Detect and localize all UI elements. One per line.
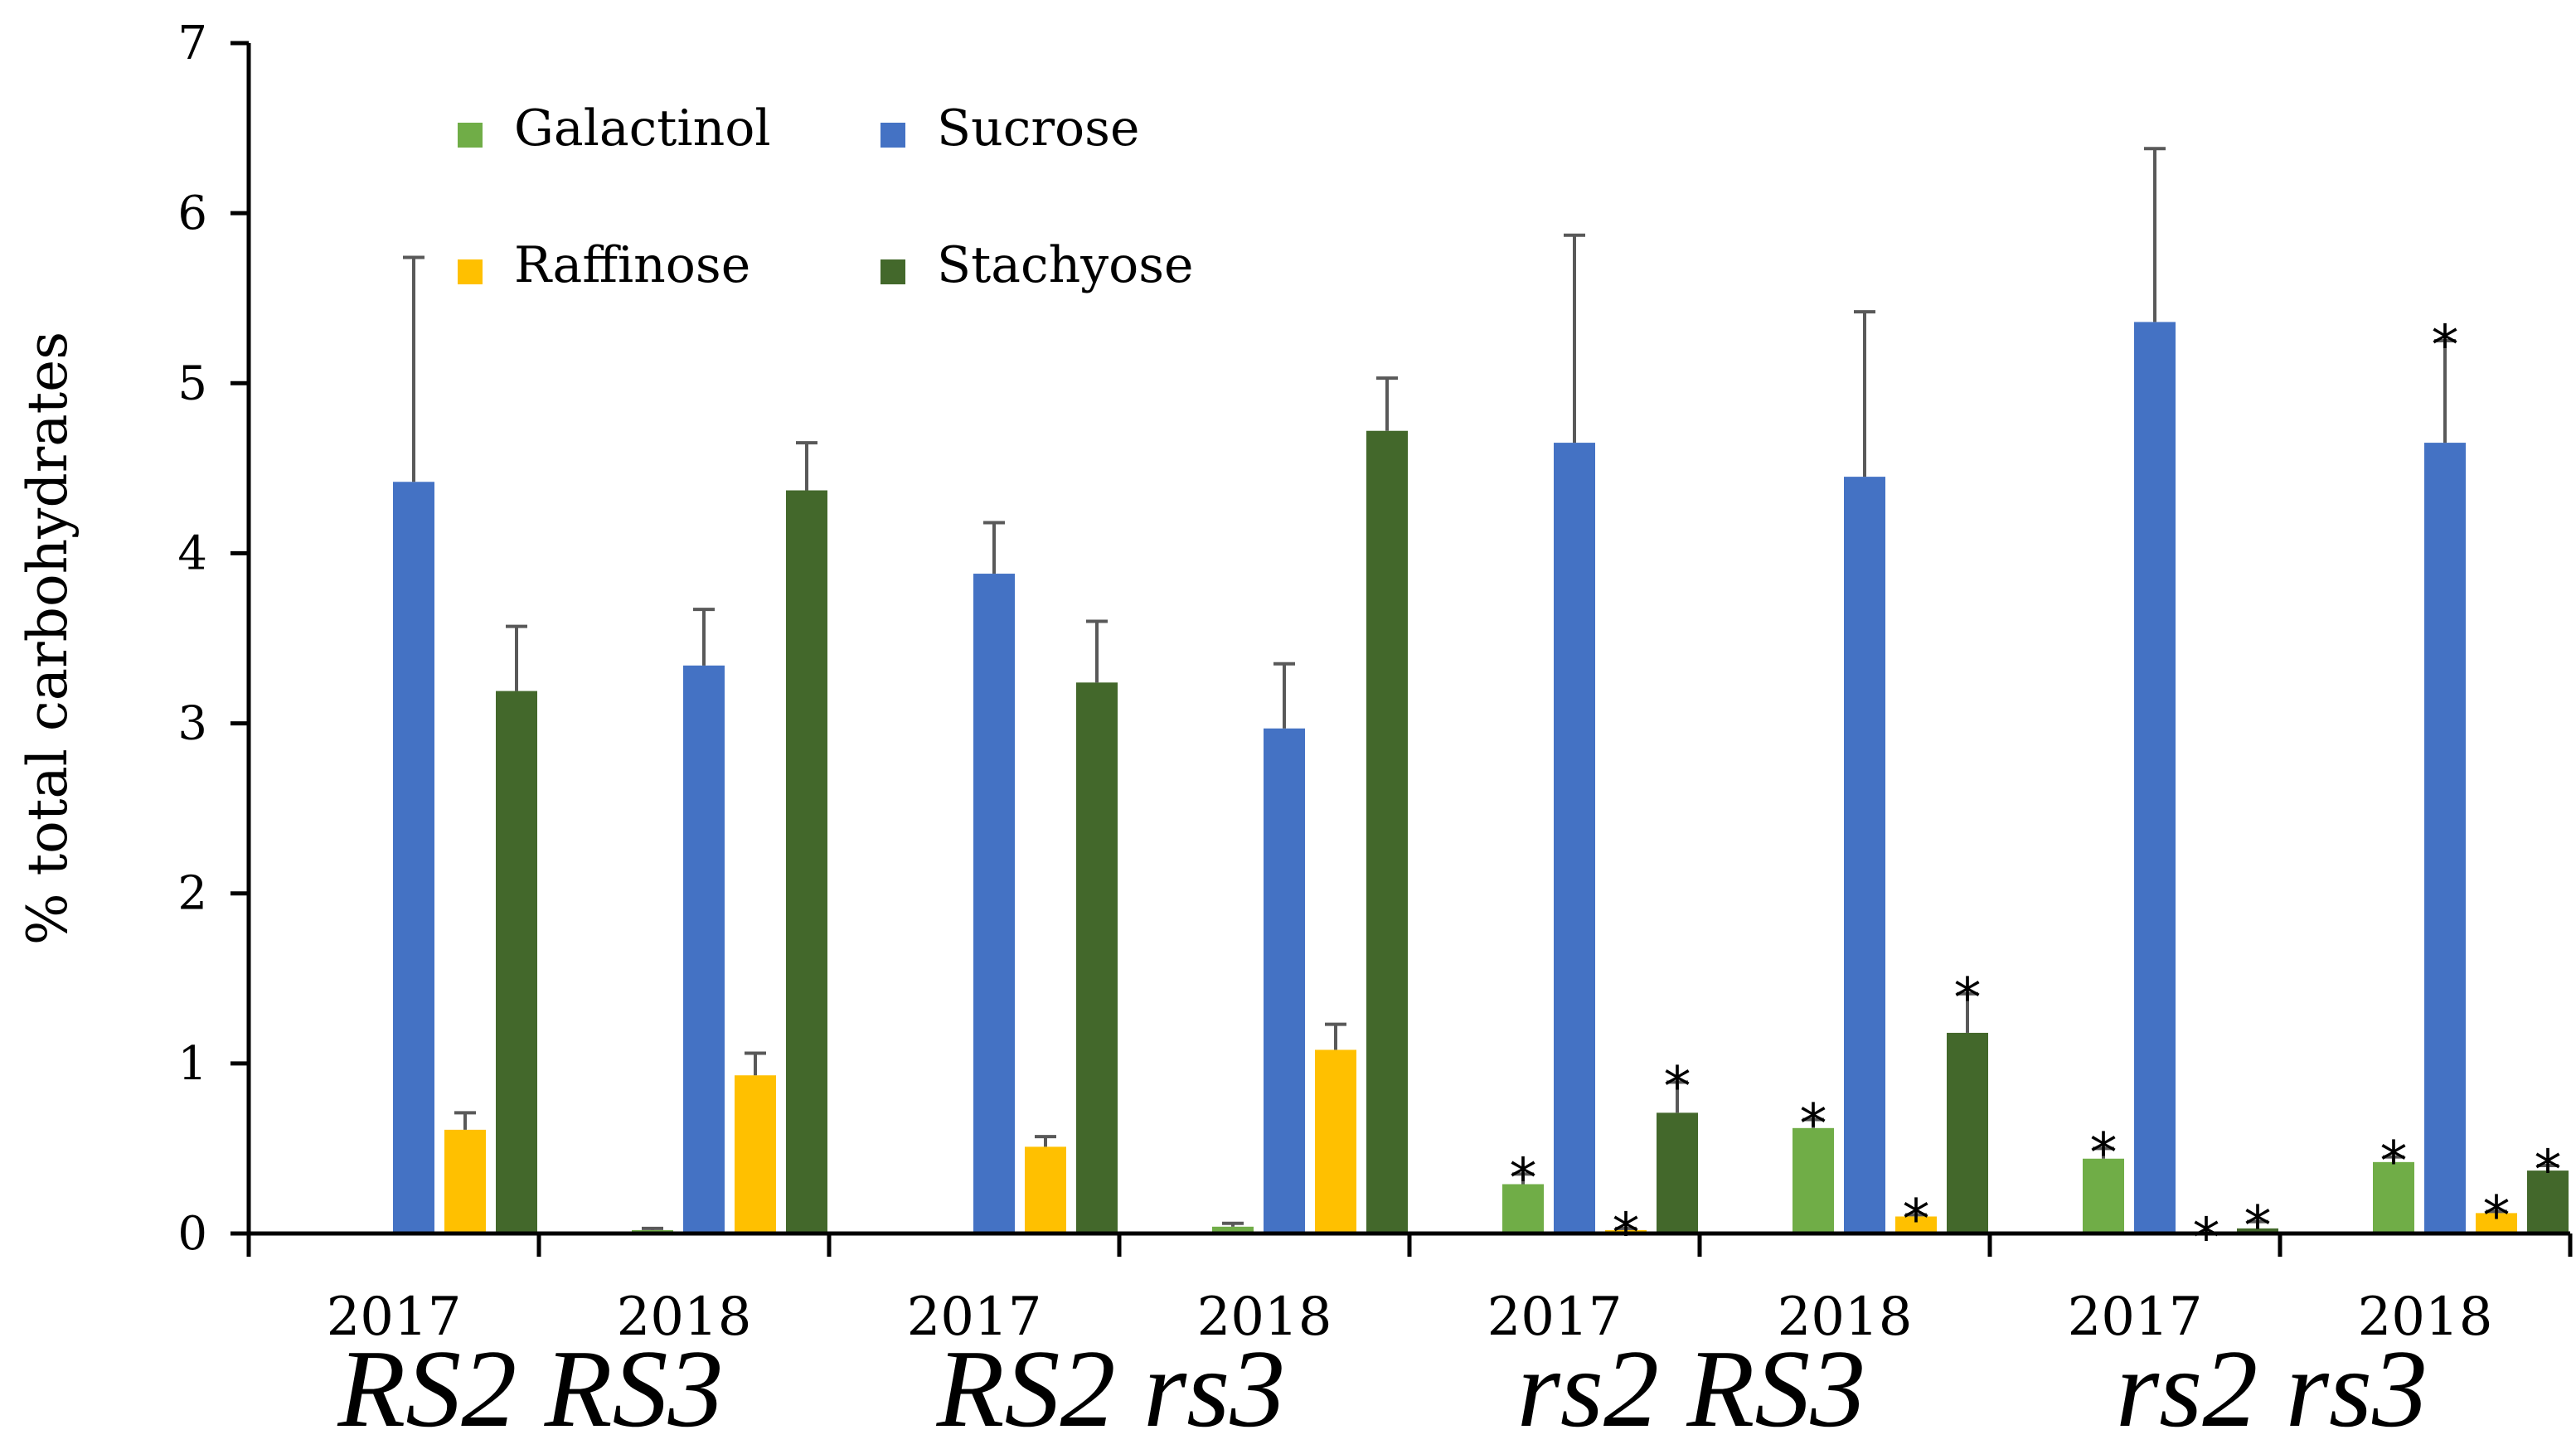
y-axis-title: % total carbohydrates — [16, 332, 80, 945]
legend-swatch-raffinose — [458, 259, 483, 284]
significance-star-raffinose-6: * — [2193, 1206, 2220, 1270]
x-tick-label-1: 2018 — [617, 1287, 752, 1348]
bar-galactinol-7 — [2373, 1161, 2414, 1233]
significance-star-raffinose-7: * — [2483, 1184, 2511, 1248]
bar-galactinol-4 — [1502, 1184, 1544, 1233]
legend-label-galactinol: Galactinol — [514, 99, 771, 158]
bar-raffinose-7 — [2476, 1213, 2517, 1233]
bar-sucrose-1 — [683, 665, 725, 1233]
bar-galactinol-6 — [2083, 1158, 2124, 1233]
bar-stachyose-4 — [1657, 1112, 1698, 1233]
bar-raffinose-2 — [1025, 1146, 1066, 1233]
legend-label-sucrose: Sucrose — [937, 99, 1139, 158]
bar-sucrose-3 — [1264, 728, 1305, 1233]
legend: Galactinol Sucrose Raffinose Stachyose — [458, 99, 1194, 294]
y-tick-label-0: 0 — [177, 1207, 207, 1261]
significance-star-galactinol-5: * — [1800, 1093, 1827, 1156]
bar-stachyose-5 — [1947, 1032, 1988, 1233]
group-label-3: rs2 rs3 — [2116, 1327, 2428, 1450]
significance-star-stachyose-5: * — [1954, 967, 1982, 1030]
bar-sucrose-6 — [2134, 322, 2176, 1233]
bar-stachyose-6 — [2237, 1228, 2278, 1233]
x-tick-label-2: 2017 — [907, 1287, 1042, 1348]
bar-raffinose-1 — [735, 1075, 776, 1233]
bar-sucrose-2 — [973, 574, 1015, 1233]
x-tick-label-5: 2018 — [1778, 1287, 1913, 1348]
bar-stachyose-2 — [1076, 682, 1118, 1233]
y-tick-label-2: 2 — [177, 867, 207, 921]
significance-star-stachyose-4: * — [1664, 1054, 1691, 1118]
labels-layer: 0 1 2 3 4 5 6 7 2017 2018 2017 2018 2017 2018 2017 2018… — [16, 17, 2492, 1450]
group-label-2: rs2 RS3 — [1517, 1327, 1866, 1450]
y-tick-label-6: 6 — [177, 187, 207, 240]
significance-star-raffinose-5: * — [1903, 1187, 1930, 1251]
x-tick-label-7: 2018 — [2358, 1287, 2493, 1348]
bars-layer — [393, 322, 2569, 1233]
legend-label-raffinose: Raffinose — [514, 236, 750, 294]
bar-sucrose-5 — [1844, 477, 1885, 1233]
x-tick-label-3: 2018 — [1197, 1287, 1332, 1348]
bar-stachyose-0 — [496, 691, 537, 1233]
y-tick-label-7: 7 — [177, 17, 207, 70]
significance-star-stachyose-6: * — [2244, 1195, 2272, 1258]
bar-raffinose-3 — [1315, 1049, 1356, 1233]
significance-star-galactinol-4: * — [1510, 1146, 1537, 1210]
significance-star-galactinol-6: * — [2090, 1121, 2118, 1185]
legend-label-stachyose: Stachyose — [937, 236, 1194, 294]
axes-layer — [230, 41, 2573, 1257]
error-bars-layer — [403, 147, 2559, 1230]
bar-stachyose-7 — [2527, 1170, 2569, 1233]
bar-raffinose-5 — [1895, 1216, 1937, 1233]
bar-sucrose-0 — [393, 482, 434, 1233]
bar-stachyose-1 — [786, 490, 827, 1233]
group-label-1: RS2 rs3 — [936, 1327, 1286, 1450]
legend-swatch-stachyose — [880, 259, 905, 284]
bar-stachyose-3 — [1366, 430, 1408, 1233]
group-label-0: RS2 RS3 — [337, 1327, 723, 1450]
legend-swatch-sucrose — [880, 123, 905, 148]
bar-sucrose-4 — [1554, 443, 1595, 1233]
significance-star-galactinol-7: * — [2380, 1130, 2408, 1194]
y-tick-label-3: 3 — [177, 697, 207, 751]
y-tick-label-4: 4 — [177, 526, 207, 580]
y-tick-label-5: 5 — [177, 356, 207, 410]
x-tick-label-0: 2017 — [327, 1287, 462, 1348]
significance-star-sucrose-7: * — [2432, 313, 2459, 377]
bar-raffinose-0 — [444, 1129, 486, 1233]
x-tick-label-4: 2017 — [1487, 1287, 1623, 1348]
bar-galactinol-5 — [1793, 1127, 1834, 1233]
significance-star-stachyose-7: * — [2535, 1138, 2562, 1202]
y-tick-label-1: 1 — [177, 1037, 207, 1091]
legend-swatch-galactinol — [458, 123, 483, 148]
x-tick-label-6: 2017 — [2068, 1287, 2203, 1348]
bar-sucrose-7 — [2424, 443, 2466, 1233]
bar-galactinol-3 — [1212, 1226, 1254, 1233]
